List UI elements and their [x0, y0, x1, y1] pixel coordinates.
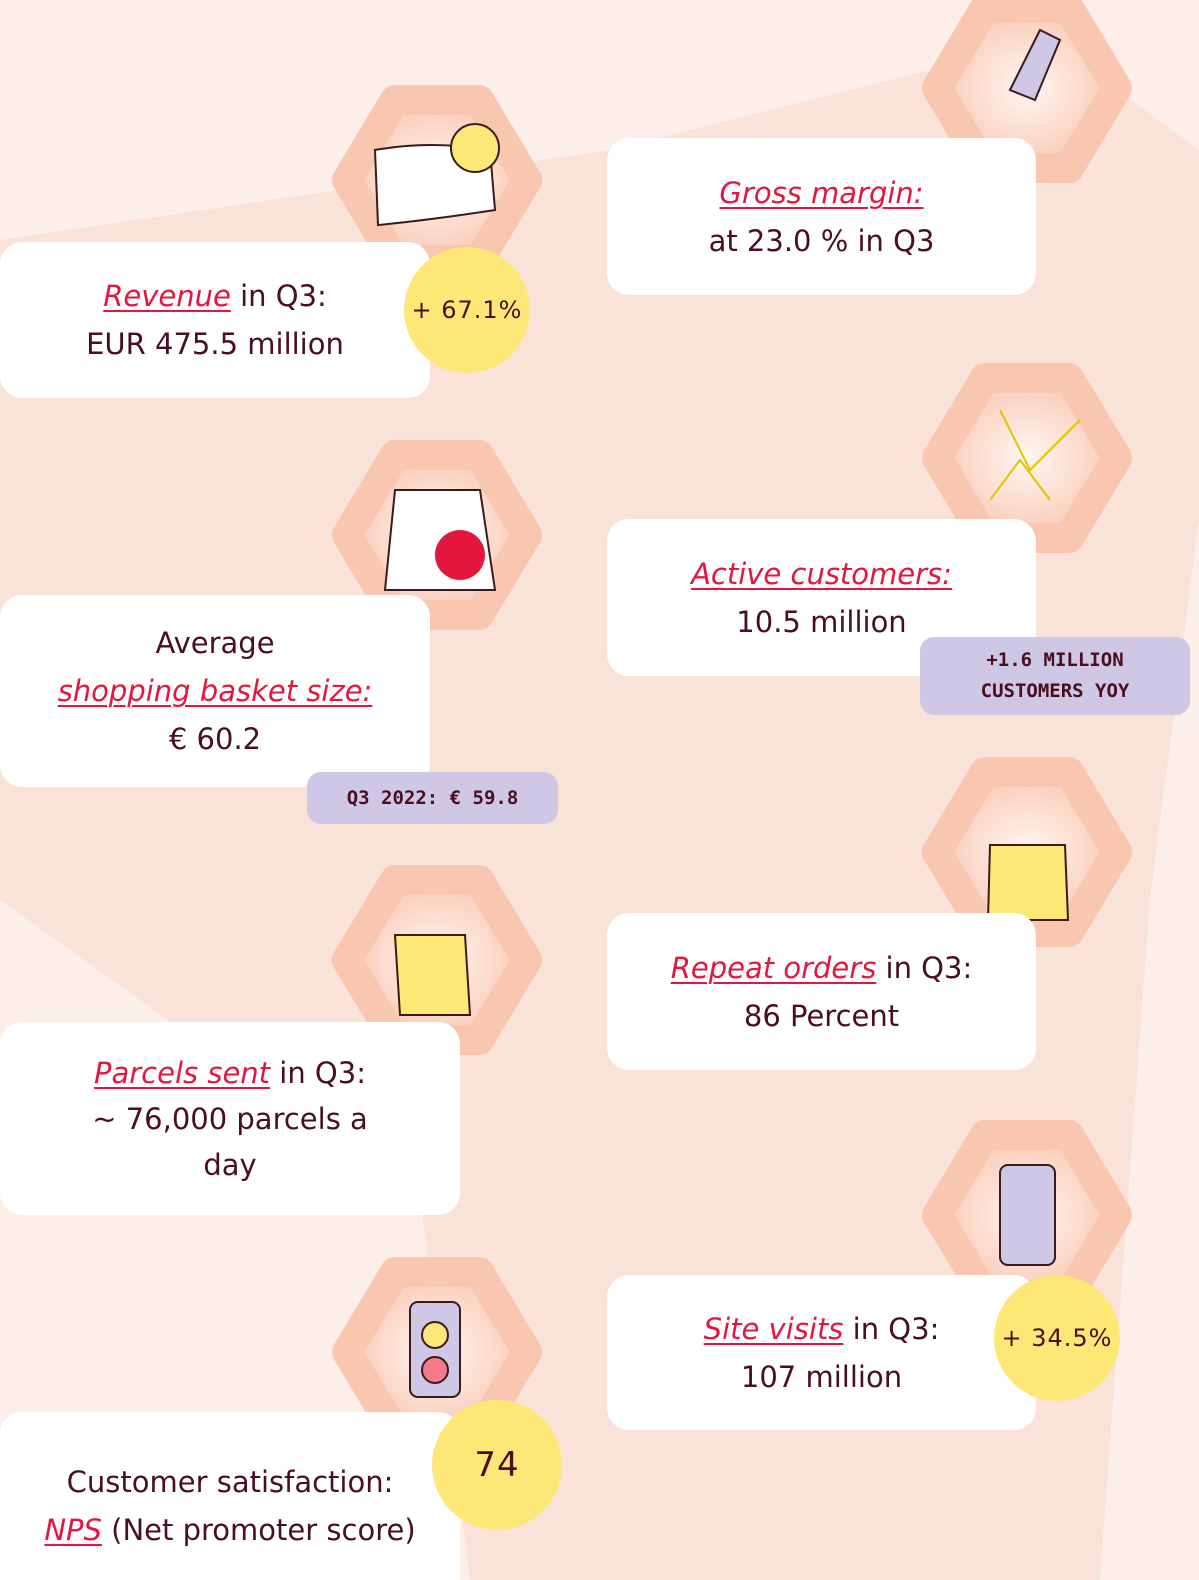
card: Customer satisfaction: NPS (Net promoter… — [0, 1412, 460, 1580]
text: (Net promoter score) — [111, 1513, 415, 1547]
card-heading: Gross margin: — [719, 169, 923, 217]
link[interactable]: Gross margin: — [719, 176, 923, 210]
card-heading: shopping basket size: — [58, 667, 373, 715]
card-value: at 23.0 % in Q3 — [709, 217, 935, 265]
card-heading: Site visits in Q3: — [704, 1305, 940, 1353]
text: in Q3: — [279, 1056, 366, 1090]
card: Gross margin: at 23.0 % in Q3 — [607, 138, 1036, 295]
text: in Q3: — [853, 1312, 940, 1346]
link[interactable]: NPS — [44, 1513, 102, 1547]
card-heading: Active customers: — [691, 550, 952, 598]
card-value: 10.5 million — [736, 598, 906, 646]
card-value: EUR 475.5 million — [86, 320, 344, 368]
tag: +1.6 MILLION CUSTOMERS YOY — [920, 637, 1190, 715]
card-heading: Revenue in Q3: — [103, 272, 327, 320]
card: Repeat orders in Q3: 86 Percent — [607, 913, 1036, 1070]
card-value: 107 million — [741, 1353, 902, 1401]
card: Parcels sent in Q3: ~ 76,000 parcels a d… — [0, 1022, 460, 1215]
tag: Q3 2022: € 59.8 — [307, 772, 558, 824]
card-value: 86 Percent — [744, 992, 899, 1040]
card-heading: Repeat orders in Q3: — [671, 944, 972, 992]
link[interactable]: shopping basket size: — [58, 674, 373, 708]
link[interactable]: Site visits — [704, 1312, 844, 1346]
card-heading: NPS (Net promoter score) — [44, 1506, 415, 1554]
text: in Q3: — [240, 279, 327, 313]
card: Average shopping basket size: € 60.2 — [0, 595, 430, 787]
card-heading: Parcels sent in Q3: — [94, 1050, 366, 1096]
card-value: ~ 76,000 parcels a day — [85, 1096, 375, 1188]
page: Revenue in Q3: EUR 475.5 million + 67.1%… — [0, 0, 1199, 1580]
card-pre: Average — [155, 619, 274, 667]
link[interactable]: Revenue — [103, 279, 231, 313]
badge: + 67.1% — [404, 247, 530, 373]
card: Revenue in Q3: EUR 475.5 million — [0, 242, 430, 398]
text: in Q3: — [886, 951, 973, 985]
link[interactable]: Parcels sent — [94, 1056, 270, 1090]
link[interactable]: Repeat orders — [671, 951, 877, 985]
card: Site visits in Q3: 107 million — [607, 1275, 1036, 1430]
card-value: € 60.2 — [169, 715, 261, 763]
card-pre: Customer satisfaction: — [67, 1458, 394, 1506]
badge: 74 — [432, 1400, 562, 1530]
badge: + 34.5% — [994, 1275, 1120, 1401]
link[interactable]: Active customers: — [691, 557, 952, 591]
